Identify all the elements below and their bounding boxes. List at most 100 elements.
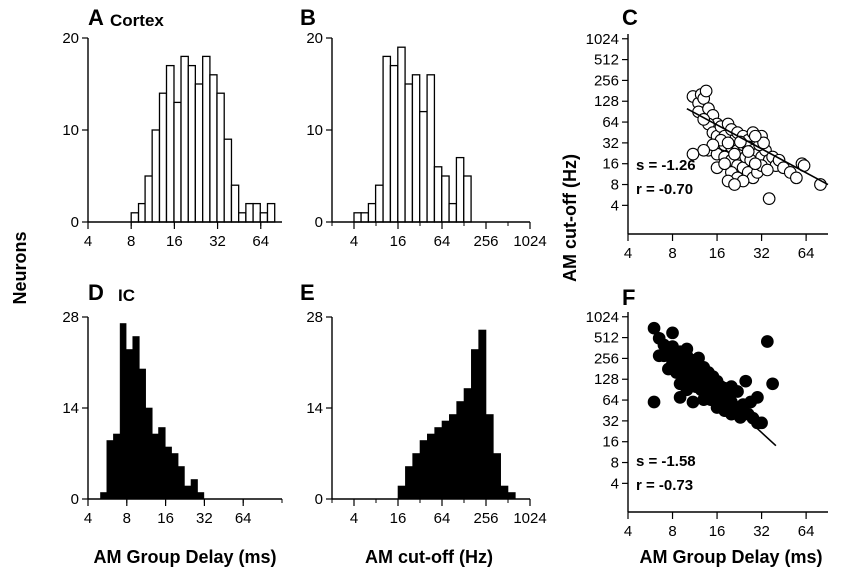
panel-5-point (647, 395, 661, 409)
panel-3-bar (171, 453, 179, 500)
panel-1-bar (382, 55, 392, 223)
panel-2-point (741, 145, 755, 158)
panel-2-y-tick-label: 32 (602, 135, 619, 152)
panel-5-point (647, 321, 661, 335)
panel-4-y-tick-label: 0 (315, 491, 323, 508)
panel-2-point (686, 147, 700, 161)
panel-5-stat: s = -1.58 (636, 453, 696, 470)
panel-0-bar (151, 129, 161, 223)
panel-1-bar (367, 202, 377, 223)
panel-0-x-tick-label: 32 (209, 233, 226, 250)
panel-4-bar (500, 485, 509, 500)
panel-4-y-tick-label: 14 (306, 400, 323, 417)
panel-5-fit-line (658, 337, 777, 447)
panel-label-e: E (300, 280, 315, 305)
panel-1-x-tick-label: 64 (434, 233, 451, 250)
panel-5-point (766, 377, 779, 391)
panel-4-bar (427, 433, 435, 500)
panel-5-point (680, 342, 694, 356)
panel-3-bar (197, 492, 205, 500)
panel-2-stat: r = -0.70 (636, 181, 693, 198)
panel-label-a: A (88, 5, 104, 30)
panel-4-bar (456, 401, 465, 500)
panel-5-point (652, 349, 666, 363)
panel-4-bar (419, 440, 428, 500)
panel-0-y-tick-label: 0 (71, 214, 79, 231)
panel-3-bar (119, 323, 127, 500)
panel-5-y-tick-label: 512 (594, 330, 619, 347)
panel-2-point (790, 171, 803, 185)
panel-0-y-tick-label: 10 (62, 122, 79, 139)
panel-0-bar (144, 175, 153, 223)
panel-2-point (748, 157, 762, 171)
y-axis-label-am-cutoff: AM cut-off (Hz) (560, 154, 580, 282)
panel-3-bar (190, 479, 198, 500)
panel-5-point (692, 351, 705, 365)
panel-1-bar (353, 212, 362, 223)
panel-5-y-tick-label: 4 (611, 475, 619, 492)
panel-2-fit-line (686, 107, 829, 186)
panel-1-bar (441, 175, 450, 223)
x-axis-label-e: AM cut-off (Hz) (365, 547, 493, 567)
panel-3-x-tick-label: 16 (157, 510, 174, 527)
panel-0-bar (173, 101, 182, 223)
panel-2-point (757, 136, 770, 150)
panel-1-x-tick-label: 16 (390, 233, 407, 250)
panel-4-bar (434, 427, 443, 500)
y-axis-label-neurons: Neurons (10, 231, 30, 304)
panel-0-bar (130, 212, 140, 223)
panel-4-bar (463, 388, 472, 500)
panel-0-x-tick-label: 4 (84, 233, 92, 250)
panel-1-bar (463, 175, 472, 223)
panel-4-bar (449, 414, 457, 500)
panel-5-y-tick-label: 1024 (586, 309, 619, 326)
panel-4-bar (485, 414, 494, 500)
panel-3-bar (106, 440, 114, 500)
panel-5-point (739, 374, 753, 388)
panel-4-bar (478, 329, 487, 500)
panel-0-bar (187, 64, 196, 223)
panel-5-x-tick-label: 32 (753, 523, 770, 540)
panel-1-y-tick-label: 0 (315, 214, 323, 231)
panel-5-stat: r = -0.73 (636, 477, 693, 494)
panel-2-y-tick-label: 1024 (586, 31, 619, 48)
panel-4-bar (405, 466, 413, 500)
panel-3-bar (177, 466, 185, 500)
panel-4-x-tick-label: 256 (473, 510, 498, 527)
panel-0-bar (180, 55, 189, 223)
panel-5-x-tick-label: 16 (709, 523, 726, 540)
panel-5-point (760, 335, 774, 348)
panel-2-point (748, 129, 762, 143)
panel-1-bar (433, 166, 443, 223)
panel-5-x-tick-label: 64 (798, 523, 815, 540)
panel-2-y-tick-label: 8 (611, 177, 619, 194)
panel-1-bar (389, 64, 399, 223)
panel-2-point (706, 138, 720, 152)
panel-0-bar (252, 202, 261, 223)
panel-3-bar (125, 349, 134, 500)
panel-2-point (721, 136, 735, 150)
panel-5-y-tick-label: 256 (594, 350, 619, 367)
panel-0-bar (137, 202, 146, 223)
panel-5-y-tick-label: 16 (602, 434, 619, 451)
panel-3-bar (100, 492, 108, 500)
panel-0-bar (266, 202, 276, 223)
panel-5-point (673, 377, 687, 391)
panel-3-x-tick-label: 8 (123, 510, 131, 527)
panel-5-point (755, 416, 768, 430)
panel-1-bar (411, 74, 421, 223)
panel-0-bar (259, 212, 269, 223)
panel-4-x-tick-label: 16 (390, 510, 407, 527)
panel-3-bar (138, 368, 146, 500)
panel-4-bar (471, 349, 479, 500)
panel-1-bar (360, 212, 370, 223)
panel-5-y-tick-label: 8 (611, 455, 619, 472)
panel-3-y-tick-label: 0 (71, 491, 79, 508)
panel-5-point (725, 407, 738, 421)
panel-2-y-tick-label: 256 (594, 72, 619, 89)
panel-0-bar (158, 92, 168, 223)
panel-5-point (751, 391, 764, 404)
panel-2-point (718, 157, 731, 171)
panel-0-bar (216, 92, 225, 223)
panel-0-x-tick-label: 64 (252, 233, 269, 250)
